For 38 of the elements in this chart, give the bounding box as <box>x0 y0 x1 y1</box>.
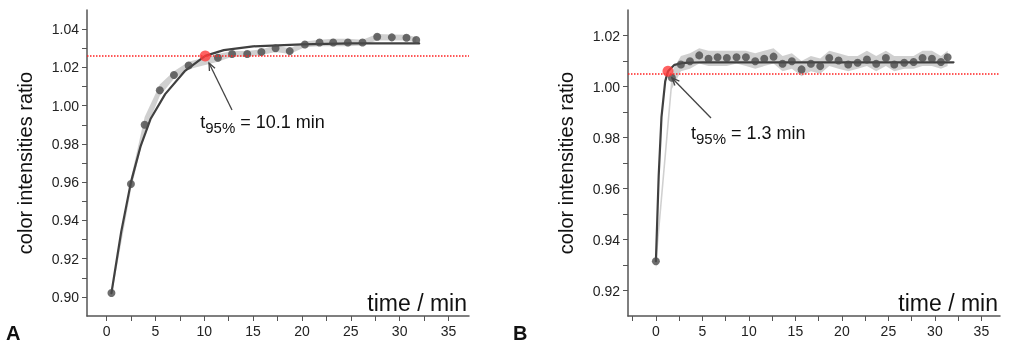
annotation: t$_{95%}$ = 10.1 min <box>200 111 325 136</box>
x-tick-label: 10 <box>741 323 757 339</box>
y-tick-label: 1.04 <box>51 21 80 38</box>
y-tick-label: 1.02 <box>51 59 80 76</box>
x-tick-label: 5 <box>151 323 160 339</box>
y-tick-label: 0.96 <box>51 174 80 191</box>
y-axis-title: color intensities ratio <box>555 71 577 255</box>
x-tick-label: 20 <box>294 323 310 339</box>
x-tick-label: 35 <box>973 323 990 339</box>
text: A <box>6 322 21 345</box>
y-tick-label: 1.00 <box>592 78 621 95</box>
x-tick-label: 25 <box>880 323 897 339</box>
x-tick-label: 30 <box>927 323 943 339</box>
x-tick-label: 5 <box>698 323 707 339</box>
y-tick-label: 0.96 <box>592 180 621 197</box>
x-tick-label: 0 <box>102 323 111 339</box>
y-tick-label: 0.94 <box>592 231 621 248</box>
y-axis-title: color intensities ratio <box>14 71 36 255</box>
y-tick-label: 1.00 <box>51 97 80 114</box>
x-axis-title: time / min <box>898 289 999 316</box>
x-tick-label: 35 <box>440 323 457 339</box>
y-tick-label: 0.98 <box>51 135 80 152</box>
y-tick-label: 0.98 <box>592 129 621 146</box>
x-tick-label: 15 <box>245 323 262 339</box>
x-tick-label: 10 <box>196 323 213 339</box>
text: B <box>513 322 528 345</box>
y-tick-label: 0.90 <box>51 288 80 305</box>
x-tick-label: 30 <box>391 323 408 339</box>
annotation: t$_{95%}$ = 1.3 min <box>690 123 806 147</box>
y-tick-label: 0.92 <box>51 250 80 267</box>
x-tick-label: 20 <box>834 323 850 339</box>
x-tick-label: 0 <box>652 323 660 339</box>
y-tick-label: 1.02 <box>592 27 621 44</box>
y-tick-label: 0.94 <box>51 212 80 229</box>
x-tick-label: 25 <box>343 323 359 339</box>
x-axis-title: time / min <box>367 289 468 316</box>
y-tick-label: 0.92 <box>592 282 621 299</box>
x-tick-label: 15 <box>787 323 804 339</box>
